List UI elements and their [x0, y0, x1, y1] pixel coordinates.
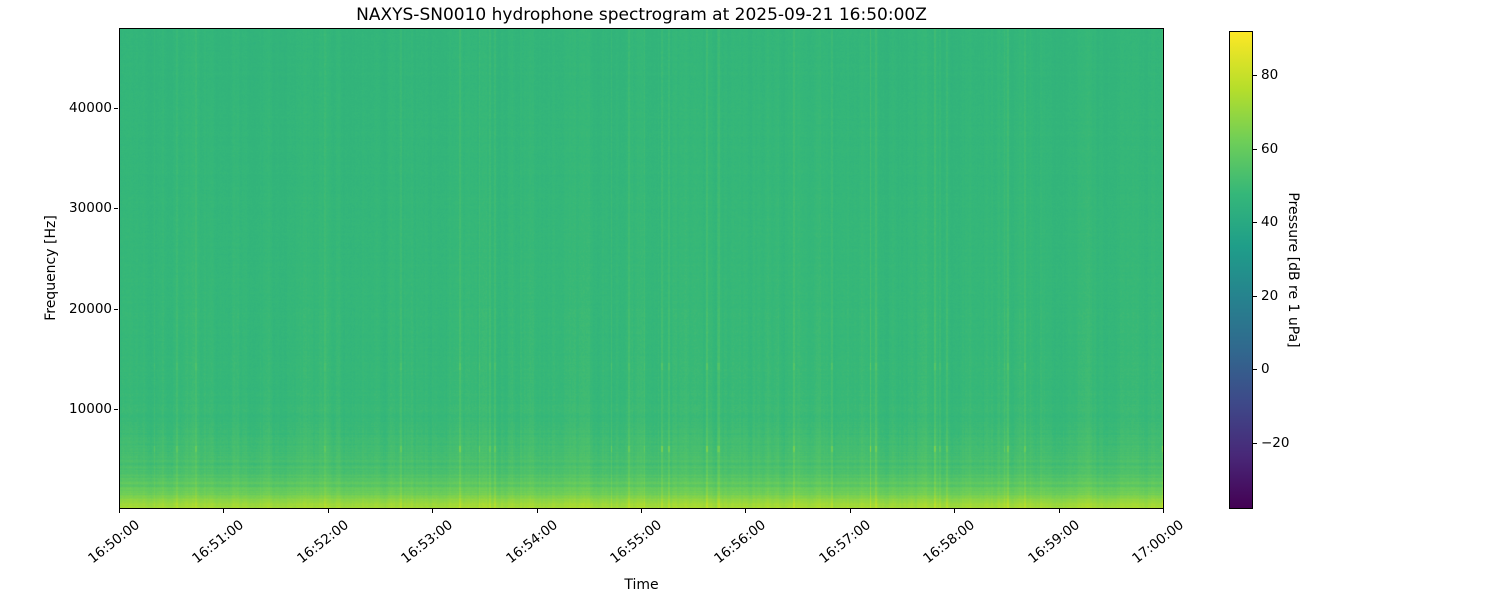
- x-tick-mark: [850, 509, 851, 513]
- colorbar-tick-mark: [1253, 222, 1257, 223]
- colorbar-tick-mark: [1253, 296, 1257, 297]
- x-tick-mark: [119, 509, 120, 513]
- x-tick-mark: [1059, 509, 1060, 513]
- plot-area: [119, 28, 1164, 509]
- colorbar-tick-label: 0: [1261, 361, 1270, 377]
- colorbar-tick-label: 40: [1261, 214, 1279, 230]
- colorbar: [1229, 31, 1253, 509]
- x-axis-label: Time: [624, 577, 659, 593]
- colorbar-tick-mark: [1253, 443, 1257, 444]
- y-tick-mark: [114, 108, 118, 109]
- spectrogram-canvas: [120, 29, 1163, 508]
- x-tick-mark: [328, 509, 329, 513]
- x-tick-mark: [1163, 509, 1164, 513]
- x-tick-mark: [223, 509, 224, 513]
- y-tick-label: 30000: [69, 200, 112, 216]
- x-tick-mark: [745, 509, 746, 513]
- x-tick-mark: [954, 509, 955, 513]
- colorbar-tick-mark: [1253, 369, 1257, 370]
- y-tick-label: 10000: [69, 401, 112, 417]
- y-tick-label: 20000: [69, 301, 112, 317]
- y-tick-mark: [114, 208, 118, 209]
- colorbar-tick-label: −20: [1261, 435, 1290, 451]
- plot-title: NAXYS-SN0010 hydrophone spectrogram at 2…: [356, 5, 927, 25]
- x-tick-mark: [537, 509, 538, 513]
- y-tick-mark: [114, 309, 118, 310]
- colorbar-tick-label: 60: [1261, 141, 1279, 157]
- x-tick-mark: [641, 509, 642, 513]
- colorbar-tick-mark: [1253, 149, 1257, 150]
- colorbar-tick-label: 20: [1261, 288, 1279, 304]
- y-tick-mark: [114, 409, 118, 410]
- x-tick-mark: [432, 509, 433, 513]
- colorbar-label-text: Pressure [dB re 1 uPa]: [1285, 192, 1301, 348]
- colorbar-tick-mark: [1253, 75, 1257, 76]
- y-tick-label: 40000: [69, 100, 112, 116]
- colorbar-tick-label: 80: [1261, 67, 1279, 83]
